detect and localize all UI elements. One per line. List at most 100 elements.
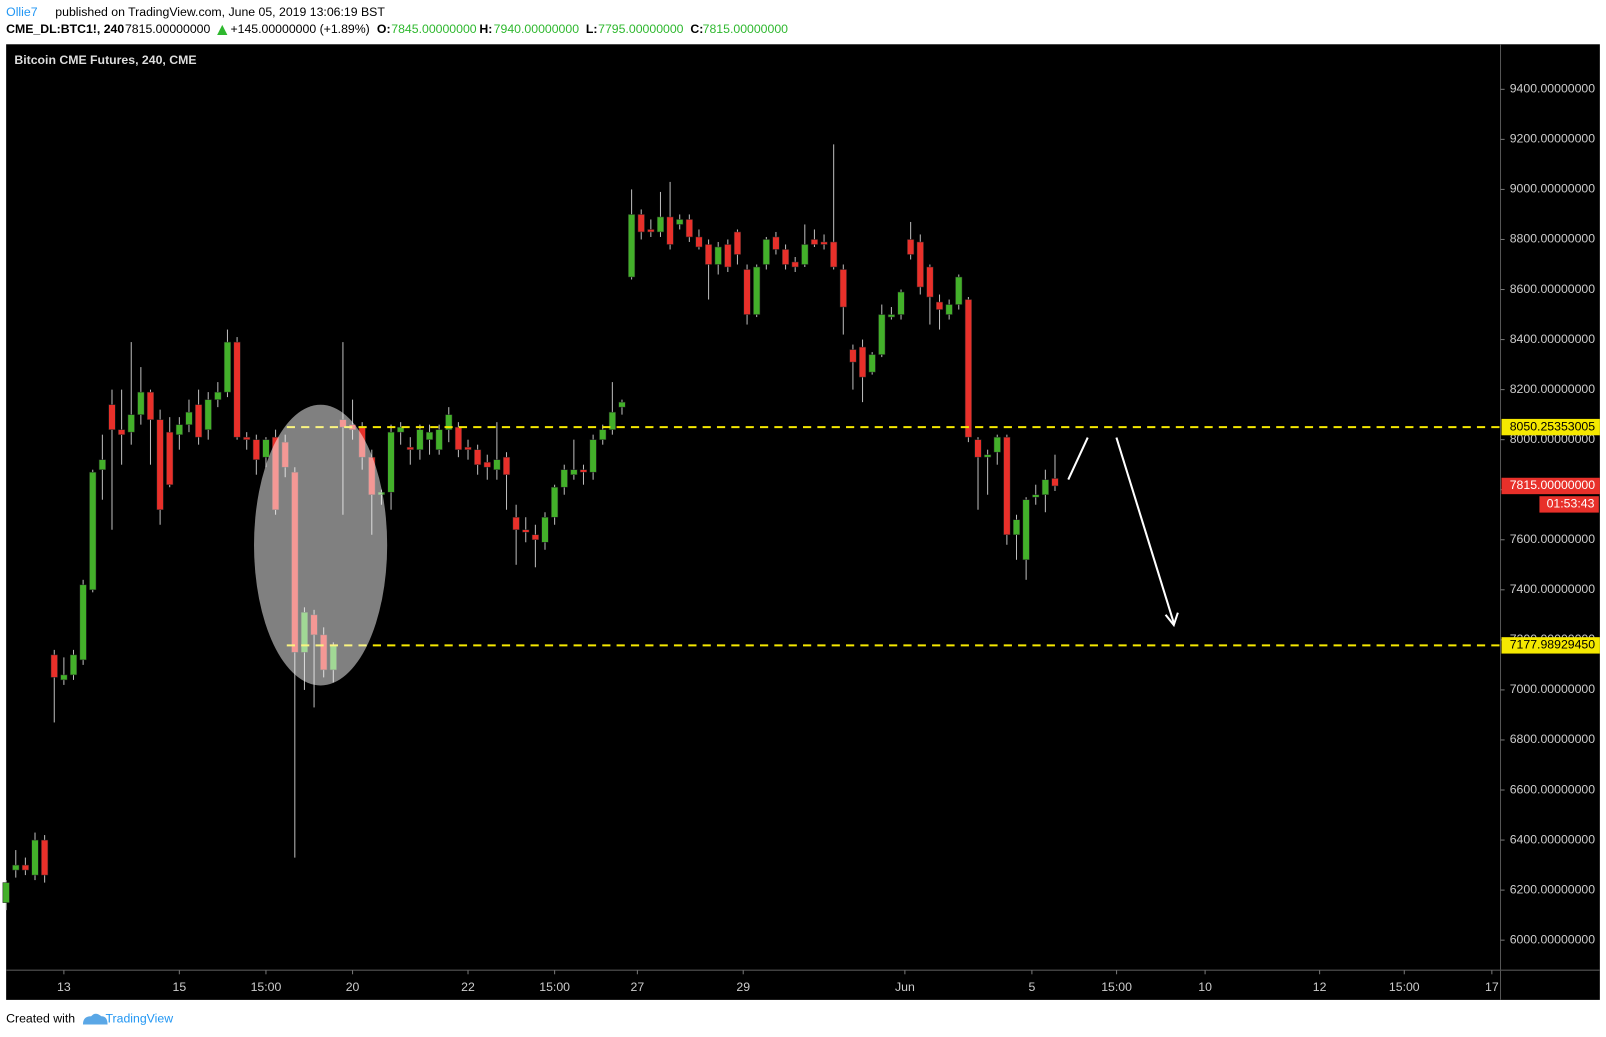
x-tick-label: 15:00 xyxy=(251,980,282,994)
countdown-bg xyxy=(1539,496,1599,513)
candle-body xyxy=(714,246,722,265)
candle-body xyxy=(1012,519,1021,536)
candle-body xyxy=(483,461,491,468)
x-tick-label: 12 xyxy=(1313,980,1327,994)
y-tick-label: 8000.00000000 xyxy=(1510,432,1596,446)
candle-body xyxy=(512,516,520,531)
published: published on TradingView.com, June 05, 2… xyxy=(55,5,385,19)
y-tick-label: 8600.00000000 xyxy=(1510,282,1596,296)
candle-body xyxy=(868,354,876,373)
candle-body xyxy=(137,391,145,415)
candle-body xyxy=(166,431,174,485)
footer-created: Created with xyxy=(6,1012,75,1026)
candle-body xyxy=(733,231,741,255)
candle-body xyxy=(810,239,818,245)
candle-body xyxy=(916,241,924,288)
candle-body xyxy=(656,216,665,233)
h-value: 7940.00000000 xyxy=(494,22,580,36)
candle-body xyxy=(243,436,251,440)
candle-body xyxy=(89,471,97,591)
author[interactable]: Ollie7 xyxy=(6,5,38,19)
candle-body xyxy=(599,429,607,440)
candle-body xyxy=(204,399,212,430)
level-label-bg xyxy=(1501,637,1600,654)
x-tick-label: 13 xyxy=(57,980,71,994)
candle-body xyxy=(618,401,626,408)
last-price-bg xyxy=(1501,477,1600,495)
candle-body xyxy=(964,299,972,438)
candle-body xyxy=(560,469,568,488)
l-value: 7795.00000000 xyxy=(598,22,684,36)
candle-body xyxy=(195,404,203,438)
candle-body xyxy=(146,391,155,420)
candle-body xyxy=(262,439,270,458)
candle-body xyxy=(791,261,799,268)
candle-body xyxy=(445,414,453,430)
x-tick-label: 15:00 xyxy=(539,980,570,994)
o-value: 7845.00000000 xyxy=(391,22,477,36)
candle-body xyxy=(464,446,472,450)
y-tick-label: 6800.00000000 xyxy=(1510,732,1596,746)
level-label: 8050.25353005 xyxy=(1510,419,1596,433)
y-tick-label: 8200.00000000 xyxy=(1510,382,1596,396)
candle-body xyxy=(579,469,588,473)
candle-body xyxy=(1051,478,1059,487)
level-label: 7177.98929450 xyxy=(1510,638,1596,652)
candle-body xyxy=(1022,499,1030,561)
candle-body xyxy=(406,446,414,450)
y-tick-label: 6000.00000000 xyxy=(1510,932,1596,946)
candle-body xyxy=(425,431,434,440)
candle-body xyxy=(69,654,78,676)
o-label: O: xyxy=(377,22,391,36)
candle-body xyxy=(676,219,684,225)
x-tick-label: 5 xyxy=(1028,980,1035,994)
candle-body xyxy=(801,244,809,265)
y-tick-label: 6200.00000000 xyxy=(1510,882,1596,896)
candle-body xyxy=(782,249,790,265)
candle-body xyxy=(214,391,222,400)
y-tick-label: 7600.00000000 xyxy=(1510,532,1596,546)
candle-body xyxy=(118,429,126,435)
candle-body xyxy=(666,216,674,245)
chart-title: Bitcoin CME Futures, 240, CME xyxy=(14,53,196,67)
candle-body xyxy=(522,529,530,533)
candle-body xyxy=(705,244,713,265)
c-value: 7815.00000000 xyxy=(703,22,789,36)
candle-body xyxy=(127,414,135,433)
x-tick-label: 15 xyxy=(173,980,187,994)
candle-body xyxy=(41,839,49,876)
candle-body xyxy=(685,219,693,238)
x-tick-label: 22 xyxy=(461,980,475,994)
candle-body xyxy=(1003,436,1011,536)
candle-body xyxy=(12,864,20,871)
candle-body xyxy=(493,459,501,470)
candle-body xyxy=(907,239,915,255)
y-tick-label: 6400.00000000 xyxy=(1510,832,1596,846)
x-tick-label: Jun xyxy=(895,980,915,994)
candle-body xyxy=(926,266,934,298)
candle-body xyxy=(397,426,405,433)
candle-body xyxy=(31,839,39,876)
y-tick-label: 6600.00000000 xyxy=(1510,782,1596,796)
candle-body xyxy=(435,429,443,450)
candle-body xyxy=(887,314,895,318)
highlight-ellipse xyxy=(254,404,388,686)
candle-body xyxy=(955,276,963,305)
candle-body xyxy=(454,426,462,450)
footer-brand[interactable]: TradingView xyxy=(105,1012,173,1026)
y-tick-label: 7000.00000000 xyxy=(1510,682,1596,696)
candle-body xyxy=(1041,479,1049,495)
candle-body xyxy=(21,864,29,871)
candle-body xyxy=(185,411,193,425)
l-label: L: xyxy=(586,22,598,36)
y-tick-label: 7400.00000000 xyxy=(1510,582,1596,596)
candle-body xyxy=(2,882,10,903)
candle-body xyxy=(830,241,838,268)
last: 7815.00000000 xyxy=(125,22,211,36)
y-tick-label: 9400.00000000 xyxy=(1510,82,1596,96)
c-label: C: xyxy=(690,22,703,36)
candle-body xyxy=(984,454,992,458)
candle-body xyxy=(849,349,857,363)
x-tick-label: 17 xyxy=(1485,980,1499,994)
